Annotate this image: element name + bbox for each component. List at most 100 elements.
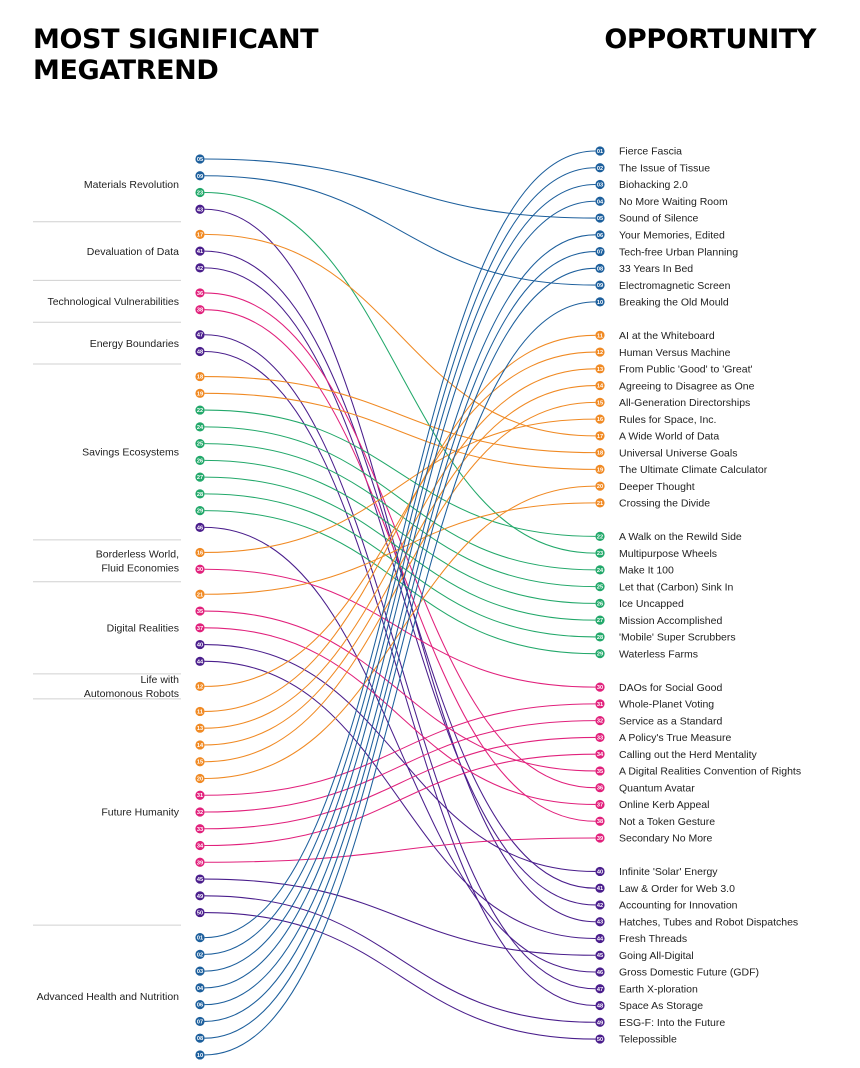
left-badge: 43 <box>195 204 205 214</box>
badge-number: 03 <box>597 183 603 189</box>
badge-circle <box>595 531 605 541</box>
opportunity-label: Ice Uncapped <box>619 598 684 610</box>
badge-number: 46 <box>197 525 203 531</box>
badge-circle <box>595 380 605 391</box>
badge-number: 47 <box>597 987 603 993</box>
opportunity-label: Fierce Fascia <box>619 146 682 158</box>
connection-line <box>204 334 596 712</box>
opportunity-label: Sound of Silence <box>619 213 699 225</box>
left-badge: 13 <box>195 723 205 733</box>
badge-circle <box>595 330 605 340</box>
badge-number: 02 <box>597 166 603 172</box>
right-badge: 50 <box>595 1034 605 1044</box>
opportunity-label: Calling out the Herd Mentality <box>619 749 757 761</box>
badge-circle <box>195 606 205 616</box>
badge-circle <box>595 615 605 625</box>
badge-number: 37 <box>197 626 203 632</box>
badge-number: 50 <box>597 1037 603 1043</box>
badge-number: 44 <box>197 659 204 665</box>
left-badge: 10 <box>195 1050 205 1060</box>
left-badge: 41 <box>195 246 205 256</box>
badge-number: 02 <box>197 952 203 958</box>
opportunity-label: Deeper Thought <box>619 481 695 493</box>
badge-circle <box>195 790 205 800</box>
badge-number: 09 <box>597 283 603 289</box>
left-badge: 46 <box>195 522 205 533</box>
badge-number: 40 <box>197 643 203 649</box>
badge-number: 28 <box>197 492 203 498</box>
left-badge: 49 <box>195 891 205 901</box>
connection-line <box>204 368 596 729</box>
badge-number: 31 <box>597 702 603 708</box>
badge-number: 42 <box>597 903 603 909</box>
badge-number: 34 <box>197 844 204 850</box>
badge-circle <box>595 598 605 609</box>
right-badge: 07 <box>595 246 605 257</box>
badge-circle <box>195 857 205 867</box>
badge-circle <box>595 280 605 290</box>
opportunity-label: Universal Universe Goals <box>619 447 737 459</box>
opportunity-label: Human Versus Machine <box>619 347 731 359</box>
badge-number: 43 <box>597 920 603 926</box>
right-badge: 22 <box>595 531 605 541</box>
right-badge: 37 <box>595 799 605 810</box>
badge-circle <box>595 196 605 206</box>
badge-number: 39 <box>597 836 603 842</box>
badge-circle <box>595 766 605 776</box>
connection-line <box>204 418 596 553</box>
opportunity-label: Law & Order for Web 3.0 <box>619 883 735 895</box>
right-badge: 20 <box>595 481 605 491</box>
left-badge: 38 <box>195 305 205 315</box>
right-badge: 48 <box>595 1000 605 1011</box>
left-badge: 27 <box>195 472 205 482</box>
badge-number: 34 <box>597 752 604 758</box>
connection-line <box>204 351 596 687</box>
badge-circle <box>195 656 205 666</box>
badge-circle <box>595 816 605 826</box>
left-badge: 21 <box>195 589 205 599</box>
connection-line <box>204 183 596 972</box>
badge-number: 45 <box>597 953 603 959</box>
left-badge: 24 <box>195 422 205 432</box>
left-badge: 39 <box>195 857 205 867</box>
badge-number: 04 <box>597 199 604 205</box>
badge-circle <box>595 246 605 257</box>
badge-circle <box>595 984 605 994</box>
right-badge: 21 <box>595 498 605 508</box>
connection-line <box>204 200 596 989</box>
badge-number: 45 <box>197 877 203 883</box>
left-badge: 33 <box>195 824 205 834</box>
badge-number: 27 <box>597 618 603 624</box>
opportunity-label: Waterless Farms <box>619 648 698 660</box>
badge-number: 09 <box>197 174 203 180</box>
right-badge: 02 <box>595 163 605 173</box>
opportunity-label: Going All-Digital <box>619 950 694 962</box>
badge-number: 42 <box>197 266 203 272</box>
badge-number: 08 <box>197 1036 203 1042</box>
badge-circle <box>195 455 205 465</box>
left-badge: 01 <box>195 933 205 943</box>
badge-number: 38 <box>597 819 603 825</box>
opportunity-label: Fresh Threads <box>619 933 687 945</box>
opportunity-label: The Ultimate Climate Calculator <box>619 464 768 476</box>
badge-number: 20 <box>597 484 603 490</box>
opportunity-label: Make It 100 <box>619 565 674 577</box>
badge-circle <box>195 506 205 516</box>
right-badge: 14 <box>595 380 605 391</box>
badge-number: 29 <box>597 652 603 658</box>
badge-number: 10 <box>597 300 603 306</box>
connection-line <box>204 334 596 990</box>
badge-circle <box>595 950 605 960</box>
badge-circle <box>595 213 605 223</box>
badge-circle <box>195 907 205 918</box>
badge-circle <box>195 933 205 943</box>
badge-circle <box>595 833 605 843</box>
left-badge: 11 <box>195 706 205 717</box>
badge-number: 49 <box>197 894 203 900</box>
left-badge: 45 <box>195 874 205 884</box>
badge-circle <box>195 681 205 691</box>
right-badge: 29 <box>595 649 605 659</box>
megatrend-label: Savings Ecosystems <box>82 447 179 459</box>
group-dividers <box>33 221 181 926</box>
right-badge: 11 <box>595 330 605 340</box>
